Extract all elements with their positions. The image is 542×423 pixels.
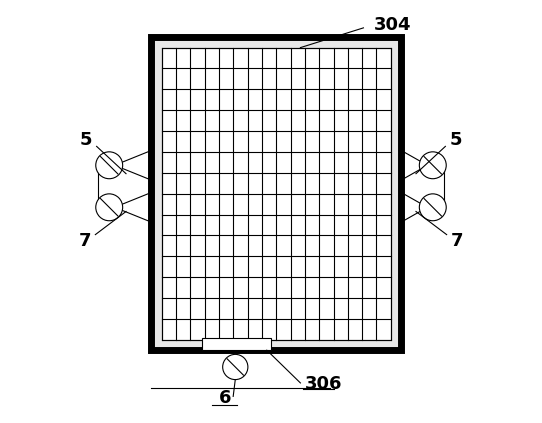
Text: 7: 7: [451, 232, 463, 250]
Text: 5: 5: [450, 131, 462, 149]
Circle shape: [96, 194, 122, 221]
Text: 5: 5: [80, 131, 92, 149]
Bar: [202, 338, 271, 350]
Text: 7: 7: [79, 232, 91, 250]
Bar: [162, 48, 391, 340]
Circle shape: [96, 152, 122, 179]
Circle shape: [223, 354, 248, 379]
Text: 304: 304: [374, 16, 411, 33]
Text: 6: 6: [218, 390, 231, 407]
Bar: [151, 37, 401, 350]
Circle shape: [420, 194, 446, 221]
Text: 306: 306: [305, 375, 342, 393]
Circle shape: [420, 152, 446, 179]
